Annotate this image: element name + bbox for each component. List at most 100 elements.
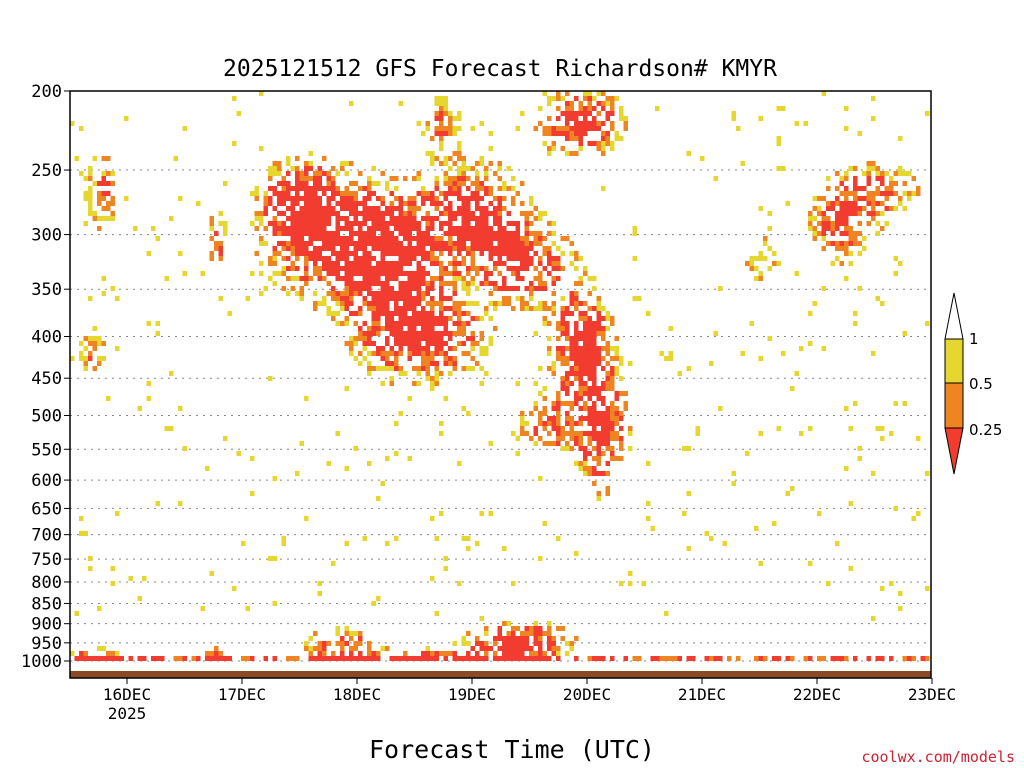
heatmap-cell <box>290 266 295 271</box>
heatmap-cell <box>502 206 507 211</box>
heatmap-cell <box>344 251 349 256</box>
heatmap-cell <box>569 446 574 451</box>
heatmap-cell <box>569 106 574 111</box>
heatmap-cell <box>857 186 862 191</box>
heatmap-cell <box>290 166 295 171</box>
heatmap-cell <box>587 411 592 416</box>
heatmap-cell <box>529 261 534 266</box>
heatmap-cell <box>448 361 453 366</box>
heatmap-cell <box>785 201 790 206</box>
heatmap-cell <box>556 391 561 396</box>
heatmap-cell <box>470 256 475 261</box>
heatmap-cell <box>704 531 709 536</box>
heatmap-cell <box>331 186 336 191</box>
heatmap-cell <box>430 156 435 161</box>
heatmap-cell <box>646 461 651 466</box>
heatmap-cell <box>443 396 448 401</box>
heatmap-cell <box>551 231 556 236</box>
heatmap-cell <box>430 351 435 356</box>
heatmap-cell <box>425 291 430 296</box>
heatmap-cell <box>412 301 417 306</box>
heatmap-cell <box>574 116 579 121</box>
heatmap-cell <box>668 351 673 356</box>
heatmap-cell <box>790 486 795 491</box>
heatmap-cell <box>403 231 408 236</box>
heatmap-cell <box>470 331 475 336</box>
heatmap-cell <box>515 656 520 661</box>
heatmap-cell <box>340 166 345 171</box>
heatmap-cell <box>461 256 466 261</box>
heatmap-cell <box>394 341 399 346</box>
heatmap-cell <box>92 326 97 331</box>
heatmap-cell <box>290 286 295 291</box>
heatmap-cell <box>425 326 430 331</box>
heatmap-cell <box>281 541 286 546</box>
heatmap-cell <box>542 91 547 96</box>
heatmap-cell <box>272 171 277 176</box>
heatmap-cell <box>416 276 421 281</box>
heatmap-cell <box>317 231 322 236</box>
heatmap-cell <box>668 356 673 361</box>
heatmap-cell <box>587 276 592 281</box>
heatmap-cell <box>403 336 408 341</box>
heatmap-cell <box>817 511 822 516</box>
heatmap-cell <box>592 356 597 361</box>
heatmap-cell <box>596 471 601 476</box>
heatmap-cell <box>358 281 363 286</box>
heatmap-cell <box>416 366 421 371</box>
heatmap-cell <box>718 286 723 291</box>
heatmap-cell <box>250 456 255 461</box>
heatmap-cell <box>407 261 412 266</box>
heatmap-cell <box>466 226 471 231</box>
heatmap-cell <box>407 656 412 661</box>
heatmap-cell <box>209 571 214 576</box>
heatmap-cell <box>331 271 336 276</box>
heatmap-cell <box>344 216 349 221</box>
heatmap-cell <box>596 306 601 311</box>
heatmap-cell <box>371 266 376 271</box>
heatmap-cell <box>619 376 624 381</box>
heatmap-cell <box>317 181 322 186</box>
heatmap-cell <box>452 281 457 286</box>
heatmap-cell <box>371 181 376 186</box>
heatmap-cell <box>389 361 394 366</box>
heatmap-cell <box>565 651 570 656</box>
heatmap-cell <box>277 201 282 206</box>
heatmap-cell <box>317 271 322 276</box>
heatmap-cell <box>385 336 390 341</box>
heatmap-cell <box>443 361 448 366</box>
heatmap-cell <box>871 351 876 356</box>
heatmap-cell <box>466 281 471 286</box>
heatmap-cell <box>470 281 475 286</box>
heatmap-cell <box>601 326 606 331</box>
heatmap-cell <box>614 431 619 436</box>
heatmap-cell <box>398 286 403 291</box>
heatmap-cell <box>493 216 498 221</box>
heatmap-cell <box>592 371 597 376</box>
heatmap-cell <box>587 441 592 446</box>
heatmap-cell <box>880 201 885 206</box>
heatmap-cell <box>880 426 885 431</box>
heatmap-cell <box>686 446 691 451</box>
heatmap-cell <box>412 246 417 251</box>
heatmap-cell <box>461 276 466 281</box>
heatmap-cell <box>583 96 588 101</box>
heatmap-cell <box>565 111 570 116</box>
legend-label: 1 <box>969 330 979 348</box>
heatmap-cell <box>326 261 331 266</box>
heatmap-cell <box>313 646 318 651</box>
legend-swatch-0.5-1 <box>944 338 964 384</box>
heatmap-cell <box>376 656 381 661</box>
heatmap-cell <box>781 166 786 171</box>
heatmap-cell <box>92 341 97 346</box>
heatmap-cell <box>434 366 439 371</box>
heatmap-cell <box>740 161 745 166</box>
heatmap-cell <box>484 246 489 251</box>
heatmap-cell <box>511 236 516 241</box>
heatmap-cell <box>479 336 484 341</box>
heatmap-cell <box>439 101 444 106</box>
heatmap-cell <box>353 246 358 251</box>
heatmap-cell <box>430 256 435 261</box>
heatmap-cell <box>610 101 615 106</box>
heatmap-cell <box>511 246 516 251</box>
